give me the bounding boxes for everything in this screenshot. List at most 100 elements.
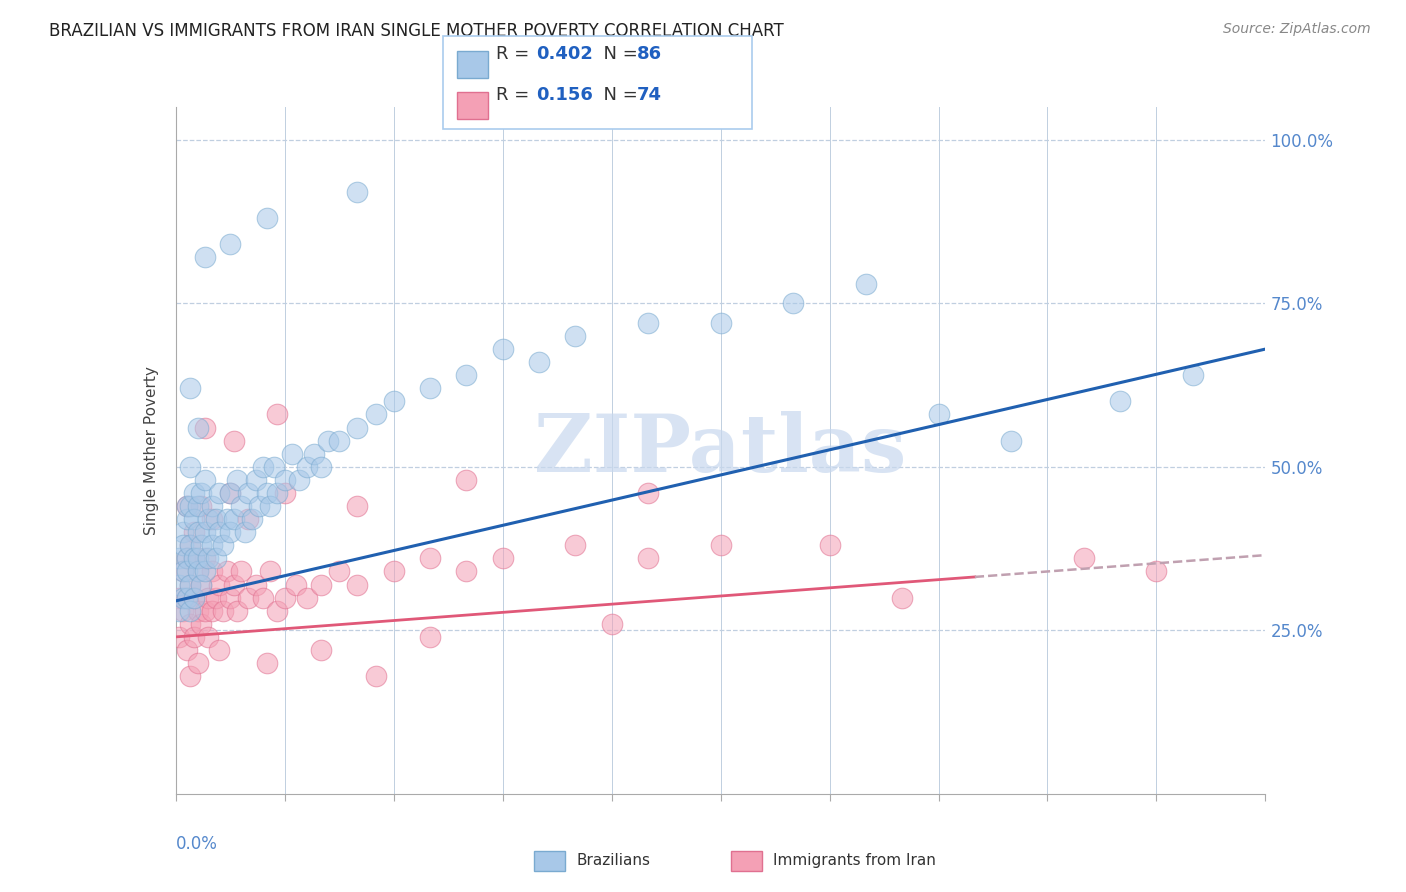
Point [364,408,387,422]
Point [456,565,478,579]
Point [288,473,311,487]
Point [233,525,256,540]
Point [219,591,242,605]
Point [194,473,217,487]
Point [637,486,659,500]
Point [346,420,368,434]
Point [194,420,217,434]
Point [201,604,224,618]
Point [245,473,267,487]
Point [186,565,209,579]
Point [256,656,278,670]
Point [281,447,304,461]
Point [179,538,201,552]
Point [186,656,209,670]
Text: 74: 74 [637,87,662,104]
Point [183,486,205,500]
Point [855,277,877,291]
Point [637,316,659,330]
Point [183,551,205,566]
Point [309,459,332,474]
Point [208,525,231,540]
Point [1109,394,1132,409]
Point [172,565,194,579]
Point [564,329,586,343]
Point [179,538,201,552]
Point [197,551,219,566]
Point [492,342,515,356]
Text: ZIPatlas: ZIPatlas [534,411,907,490]
Point [176,499,198,513]
Point [212,538,235,552]
Point [176,551,198,566]
Point [710,538,733,552]
Point [1181,368,1204,383]
Point [169,577,191,591]
Point [172,538,194,552]
Text: R =: R = [496,45,536,62]
Point [186,499,209,513]
Point [456,368,478,383]
Point [194,251,217,265]
Text: N =: N = [592,45,644,62]
Point [215,512,238,526]
Point [782,296,804,310]
Point [190,616,212,631]
Point [259,499,281,513]
Point [346,577,368,591]
Point [183,551,205,566]
Point [179,577,201,591]
Point [204,551,226,566]
Point [309,577,332,591]
Point [176,551,198,566]
Point [328,565,350,579]
Point [238,591,260,605]
Point [169,591,191,605]
Text: N =: N = [592,87,644,104]
Point [197,591,219,605]
Point [194,565,217,579]
Point [183,512,205,526]
Point [215,565,238,579]
Point [208,577,231,591]
Point [346,499,368,513]
Point [176,512,198,526]
Point [238,486,260,500]
Text: Immigrants from Iran: Immigrants from Iran [773,854,936,868]
Point [928,408,950,422]
Point [204,512,226,526]
Point [419,630,441,644]
Point [169,604,191,618]
Point [183,630,205,644]
Point [259,565,281,579]
Point [266,408,288,422]
Text: Brazilians: Brazilians [576,854,651,868]
Point [190,577,212,591]
Point [263,459,285,474]
Point [194,525,217,540]
Point [201,512,224,526]
Point [176,499,198,513]
Point [222,434,245,448]
Point [456,473,478,487]
Point [295,591,318,605]
Point [231,565,253,579]
Point [204,591,226,605]
Point [1000,434,1022,448]
Point [245,577,267,591]
Point [637,551,659,566]
Point [186,525,209,540]
Point [266,604,288,618]
Point [231,499,253,513]
Point [382,394,405,409]
Point [302,447,325,461]
Point [219,237,242,252]
Text: 0.156: 0.156 [536,87,592,104]
Point [891,591,914,605]
Point [197,630,219,644]
Point [172,565,194,579]
Point [295,459,318,474]
Point [194,604,217,618]
Point [252,591,274,605]
Point [382,565,405,579]
